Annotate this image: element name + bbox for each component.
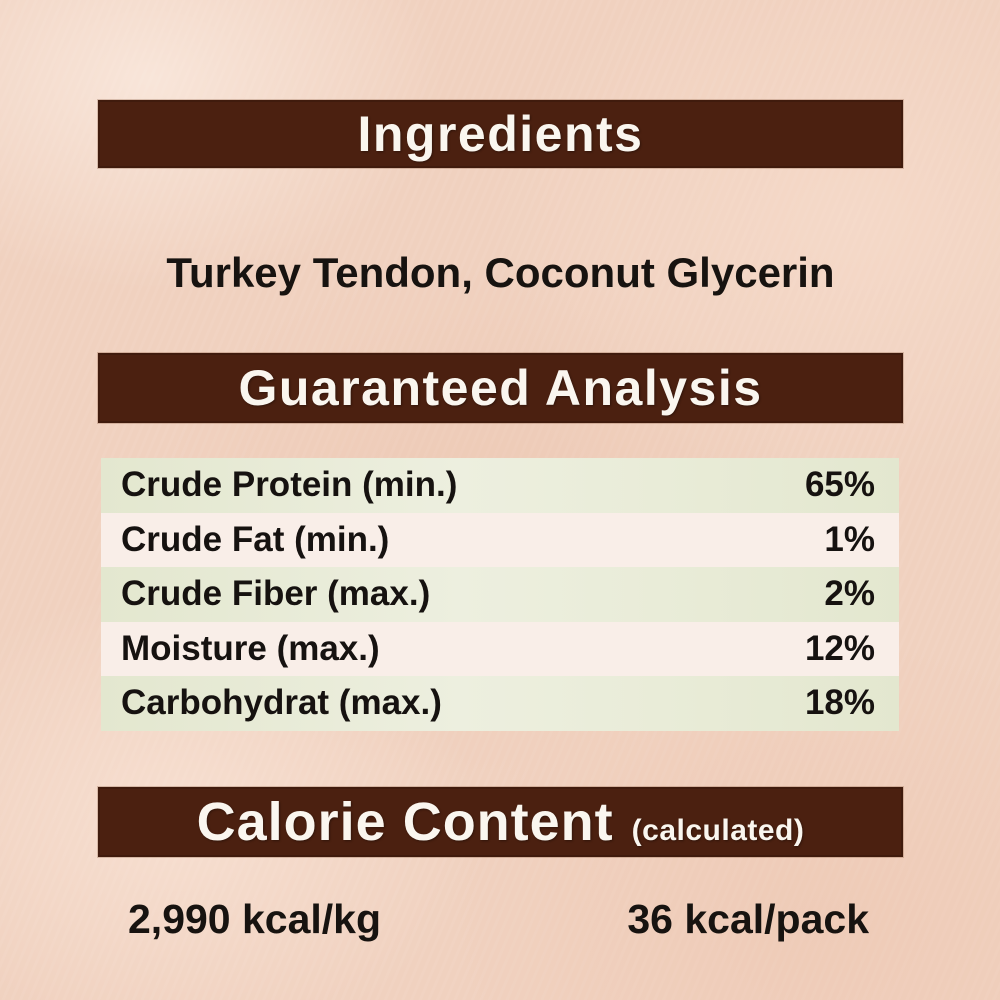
ingredients-header-bar: Ingredients [98,100,903,168]
ingredients-header-title: Ingredients [357,106,644,162]
nutrient-value: 1% [824,519,875,559]
nutrient-label: Crude Fat (min.) [121,519,390,559]
nutrient-value: 2% [824,574,875,614]
table-row-crude-fat: Crude Fat (min.) 1% [101,512,899,567]
table-row-carbohydrate: Carbohydrat (max.) 18% [101,676,899,731]
nutrient-label: Crude Protein (min.) [121,465,458,505]
nutrient-label: Crude Fiber (max.) [121,574,431,614]
calories-per-pack: 36 kcal/pack [627,895,869,942]
nutrient-label: Moisture (max.) [121,628,380,668]
table-row-crude-fiber: Crude Fiber (max.) 2% [101,567,899,622]
nutrient-value: 12% [804,628,875,668]
table-row-crude-protein: Crude Protein (min.) 65% [101,458,899,513]
guaranteed-analysis-header-title: Guaranteed Analysis [238,360,763,416]
nutrient-value: 18% [804,683,875,723]
ingredients-list-text: Turkey Tendon, Coconut Glycerin [166,249,835,296]
calorie-content-header-bar: Calorie Content (calculated) [98,787,903,857]
calorie-content-calculated-note: (calculated) [631,814,805,847]
calorie-content-header-line: Calorie Content (calculated) [197,791,805,853]
calorie-values-row: 2,990 kcal/kg 36 kcal/pack [98,890,903,948]
guaranteed-analysis-table: Crude Protein (min.) 65% Crude Fat (min.… [101,458,899,731]
calories-per-kg: 2,990 kcal/kg [128,895,382,942]
table-row-moisture: Moisture (max.) 12% [101,621,899,676]
nutrient-label: Carbohydrat (max.) [121,683,442,723]
guaranteed-analysis-header-bar: Guaranteed Analysis [98,353,903,423]
nutrient-value: 65% [804,465,875,505]
calorie-content-header-title: Calorie Content [196,792,614,852]
